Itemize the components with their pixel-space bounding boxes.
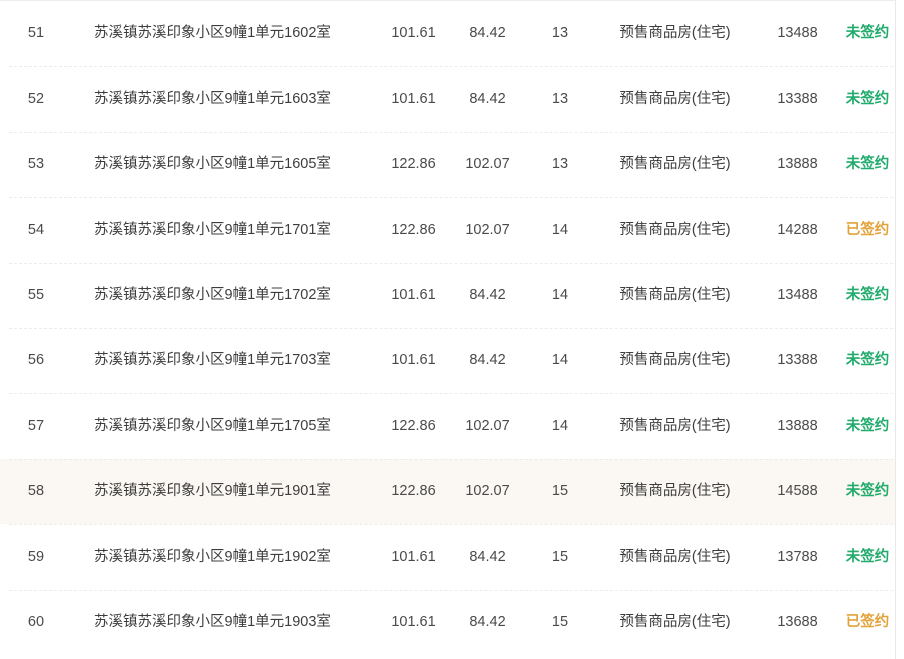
cell-floor: 13 [551, 90, 569, 107]
status-badge[interactable]: 已签约 [845, 613, 890, 630]
cell-index: 53 [27, 156, 45, 173]
table-row[interactable]: 60 苏溪镇苏溪印象小区9幢1单元1903室 101.61 84.42 15 预售商品房(… [0, 589, 895, 655]
table-row[interactable]: 52 苏溪镇苏溪印象小区9幢1单元1603室 101.61 84.42 13 预售商品房(… [0, 66, 895, 131]
cell-built-area: 122.86 [391, 156, 436, 173]
cell-unit-price: 14288 [777, 221, 818, 238]
cell-index: 57 [27, 417, 45, 434]
cell-address: 苏溪镇苏溪印象小区9幢1单元1603室 [94, 90, 331, 107]
cell-unit-price: 13688 [777, 613, 818, 630]
cell-inner-area: 84.42 [469, 25, 506, 42]
cell-unit-price: 13888 [777, 156, 818, 173]
cell-inner-area: 102.07 [465, 483, 510, 500]
cell-inner-area: 84.42 [469, 548, 506, 565]
cell-unit-price: 13888 [777, 417, 818, 434]
status-badge[interactable]: 未签约 [845, 287, 890, 303]
cell-address: 苏溪镇苏溪印象小区9幢1单元1903室 [94, 613, 331, 630]
table-row[interactable]: 58 苏溪镇苏溪印象小区9幢1单元1901室 122.86 102.07 15 预售商品房… [0, 458, 895, 525]
table-row[interactable]: 51 苏溪镇苏溪印象小区9幢1单元1602室 101.61 84.42 13 预售商品房(… [0, 1, 895, 66]
cell-house-type: 预售商品房(住宅) [619, 483, 731, 500]
cell-address: 苏溪镇苏溪印象小区9幢1单元1703室 [94, 352, 331, 369]
status-badge[interactable]: 未签约 [845, 417, 890, 434]
cell-house-type: 预售商品房(住宅) [619, 90, 731, 107]
cell-house-type: 预售商品房(住宅) [619, 25, 731, 42]
cell-address: 苏溪镇苏溪印象小区9幢1单元1901室 [94, 483, 331, 500]
cell-index: 60 [27, 613, 45, 630]
cell-inner-area: 102.07 [465, 417, 510, 434]
cell-inner-area: 84.42 [469, 613, 506, 630]
cell-built-area: 122.86 [391, 417, 436, 434]
cell-floor: 13 [551, 156, 569, 173]
cell-address: 苏溪镇苏溪印象小区9幢1单元1702室 [94, 287, 331, 303]
cell-built-area: 101.61 [391, 352, 436, 369]
cell-house-type: 预售商品房(住宅) [619, 156, 731, 173]
cell-inner-area: 84.42 [469, 287, 506, 303]
cell-built-area: 101.61 [391, 548, 436, 565]
cell-built-area: 101.61 [391, 25, 436, 42]
cell-house-type: 预售商品房(住宅) [619, 287, 731, 303]
cell-inner-area: 102.07 [465, 221, 510, 238]
cell-unit-price: 13788 [777, 548, 818, 565]
table-row[interactable]: 53 苏溪镇苏溪印象小区9幢1单元1605室 122.86 102.07 13 预售商品房… [0, 131, 895, 197]
cell-house-type: 预售商品房(住宅) [619, 548, 731, 565]
cell-house-type: 预售商品房(住宅) [619, 221, 731, 238]
status-badge[interactable]: 未签约 [845, 352, 890, 369]
cell-floor: 15 [551, 483, 569, 500]
table-row[interactable]: 57 苏溪镇苏溪印象小区9幢1单元1705室 122.86 102.07 14 预售商品房… [0, 393, 895, 458]
table-row[interactable]: 56 苏溪镇苏溪印象小区9幢1单元1703室 101.61 84.42 14 预售商品房(… [0, 327, 895, 393]
cell-house-type: 预售商品房(住宅) [619, 613, 731, 630]
status-badge[interactable]: 未签约 [845, 548, 890, 565]
cell-address: 苏溪镇苏溪印象小区9幢1单元1705室 [94, 417, 331, 434]
cell-unit-price: 13388 [777, 352, 818, 369]
cell-built-area: 122.86 [391, 483, 436, 500]
cell-inner-area: 102.07 [465, 156, 510, 173]
cell-inner-area: 84.42 [469, 352, 506, 369]
cell-index: 54 [27, 221, 45, 238]
cell-built-area: 101.61 [391, 613, 436, 630]
cell-address: 苏溪镇苏溪印象小区9幢1单元1602室 [94, 25, 331, 42]
cell-address: 苏溪镇苏溪印象小区9幢1单元1902室 [94, 548, 331, 565]
cell-built-area: 101.61 [391, 90, 436, 107]
table-row[interactable]: 55 苏溪镇苏溪印象小区9幢1单元1702室 101.61 84.42 14 预售商品房(… [0, 262, 895, 328]
table-row[interactable]: 54 苏溪镇苏溪印象小区9幢1单元1701室 122.86 102.07 14 预售商品房… [0, 197, 895, 262]
cell-unit-price: 13488 [777, 25, 818, 42]
cell-index: 52 [27, 90, 45, 107]
status-badge[interactable]: 未签约 [845, 483, 890, 500]
cell-unit-price: 13488 [777, 287, 818, 303]
cell-floor: 14 [551, 221, 569, 238]
status-badge[interactable]: 已签约 [845, 221, 890, 238]
cell-index: 58 [27, 483, 45, 500]
cell-floor: 14 [551, 417, 569, 434]
cell-floor: 14 [551, 287, 569, 303]
cell-index: 55 [27, 287, 45, 303]
cell-house-type: 预售商品房(住宅) [619, 352, 731, 369]
cell-floor: 14 [551, 352, 569, 369]
cell-index: 56 [27, 352, 45, 369]
cell-address: 苏溪镇苏溪印象小区9幢1单元1605室 [94, 156, 331, 173]
cell-house-type: 预售商品房(住宅) [619, 417, 731, 434]
cell-floor: 15 [551, 613, 569, 630]
cell-address: 苏溪镇苏溪印象小区9幢1单元1701室 [94, 221, 331, 238]
status-badge[interactable]: 未签约 [845, 25, 890, 42]
cell-inner-area: 84.42 [469, 90, 506, 107]
cell-unit-price: 14588 [777, 483, 818, 500]
cell-floor: 13 [551, 25, 569, 42]
cell-floor: 15 [551, 548, 569, 565]
cell-unit-price: 13388 [777, 90, 818, 107]
status-badge[interactable]: 未签约 [845, 90, 890, 107]
cell-built-area: 122.86 [391, 221, 436, 238]
cell-built-area: 101.61 [391, 287, 436, 303]
cell-index: 51 [27, 25, 45, 42]
cell-index: 59 [27, 548, 45, 565]
status-badge[interactable]: 未签约 [845, 156, 890, 173]
table-row[interactable]: 59 苏溪镇苏溪印象小区9幢1单元1902室 101.61 84.42 15 预售商品房(… [0, 524, 895, 589]
